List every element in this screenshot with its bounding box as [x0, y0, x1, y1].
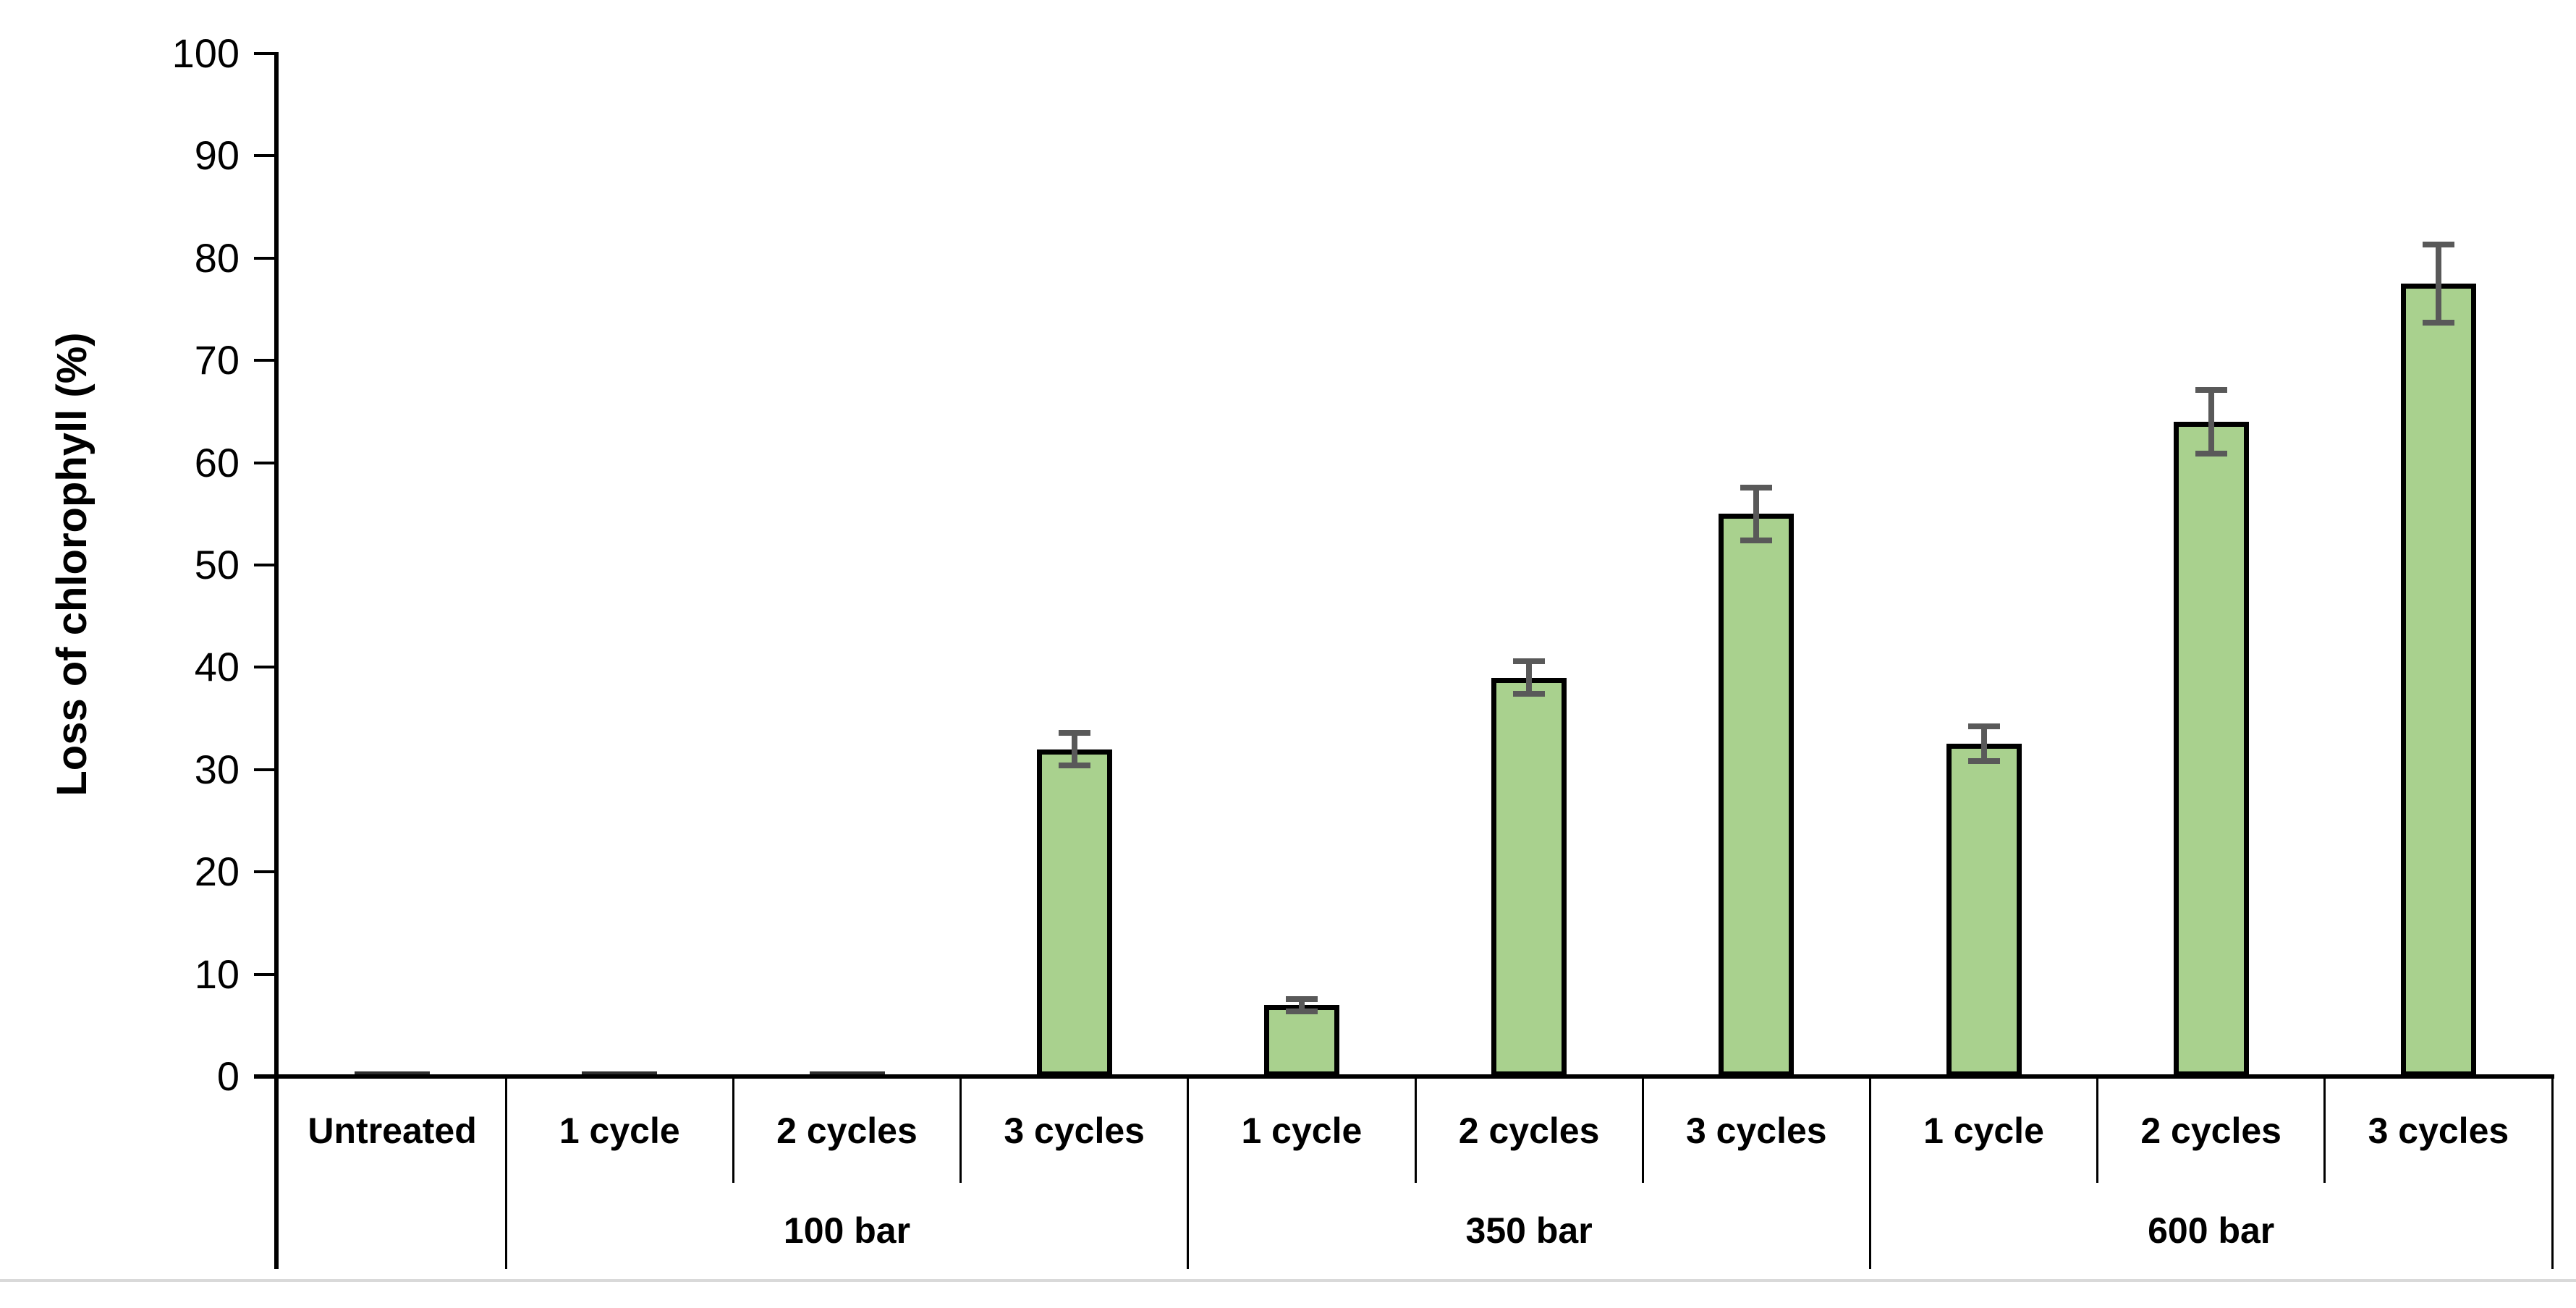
bar: [1491, 677, 1567, 1076]
bar-near-zero: [355, 1071, 431, 1076]
y-axis-line: [274, 54, 279, 1269]
category-separator: [2096, 1076, 2099, 1183]
bar: [1946, 744, 2022, 1076]
y-axis-tick: [254, 972, 279, 976]
y-axis-tick-label: 10: [194, 951, 240, 997]
error-bar-line: [1071, 732, 1077, 766]
category-label: 2 cycles: [2140, 1110, 2281, 1151]
bar-near-zero: [809, 1071, 885, 1076]
y-axis-tick: [254, 359, 279, 362]
category-group-separator: [504, 1076, 507, 1269]
category-label: 2 cycles: [776, 1110, 918, 1151]
category-separator: [1414, 1076, 1417, 1183]
error-bar-line: [1298, 998, 1305, 1011]
y-axis-tick: [254, 461, 279, 464]
y-axis-tick-label: 80: [194, 234, 240, 281]
category-group-label: 100 bar: [783, 1210, 911, 1251]
bar: [2173, 422, 2249, 1076]
y-axis-tick-label: 30: [194, 746, 240, 792]
error-bar-cap: [1967, 723, 2000, 730]
category-group-separator: [2551, 1076, 2554, 1269]
category-label: 1 cycle: [1241, 1110, 1363, 1151]
category-separator: [1641, 1076, 1644, 1183]
category-label: 1 cycle: [559, 1110, 680, 1151]
y-axis-tick: [254, 256, 279, 260]
y-axis-tick: [254, 564, 279, 566]
y-axis-tick-label: 70: [194, 337, 240, 383]
error-bar-cap: [1967, 758, 2000, 765]
error-bar-cap: [1740, 484, 1773, 490]
category-group-separator: [1187, 1076, 1190, 1269]
bar: [1263, 1005, 1339, 1076]
category-label: 2 cycles: [1458, 1110, 1600, 1151]
error-bar-line: [1526, 661, 1533, 695]
error-bar-line: [2208, 390, 2214, 454]
error-bar-cap: [1058, 763, 1090, 769]
error-bar-line: [1753, 487, 1760, 541]
error-bar-cap: [1285, 1008, 1318, 1014]
error-bar-line: [1980, 726, 1987, 762]
category-label: 3 cycles: [1004, 1110, 1145, 1151]
y-axis-tick: [254, 666, 279, 669]
y-axis-tick: [254, 154, 279, 158]
y-axis-tick-label: 0: [216, 1053, 240, 1099]
category-separator: [2323, 1076, 2326, 1183]
y-axis-tick: [254, 52, 279, 55]
y-axis-tick-label: 50: [194, 542, 240, 587]
category-separator: [959, 1076, 962, 1183]
bar: [2400, 284, 2476, 1076]
y-axis-tick-label: 20: [194, 849, 240, 895]
error-bar-cap: [1513, 691, 1546, 697]
category-label: 1 cycle: [1923, 1110, 2044, 1151]
y-axis-tick-label: 100: [171, 30, 240, 76]
error-bar-cap: [2422, 242, 2454, 248]
category-group-label: 600 bar: [2148, 1210, 2275, 1251]
error-bar-cap: [2195, 387, 2227, 394]
y-axis-tick-label: 90: [194, 132, 240, 179]
category-separator: [732, 1076, 734, 1183]
error-bar-cap: [1285, 995, 1318, 1002]
error-bar-line: [2435, 245, 2441, 323]
y-axis-tick: [254, 870, 279, 874]
bar: [1719, 514, 1795, 1076]
error-bar-cap: [2422, 319, 2454, 326]
category-label: 3 cycles: [2368, 1110, 2509, 1151]
error-bar-cap: [2195, 450, 2227, 456]
category-label: Untreated: [308, 1110, 477, 1151]
y-axis-tick-label: 60: [194, 439, 240, 485]
bottom-divider-line: [0, 1279, 2576, 1282]
x-axis-line: [254, 1074, 2554, 1079]
category-group-label: 350 bar: [1465, 1210, 1593, 1251]
bar: [1036, 749, 1112, 1076]
category-label: 3 cycles: [1685, 1110, 1827, 1151]
y-axis-tick-label: 40: [194, 644, 240, 690]
error-bar-cap: [1058, 729, 1090, 736]
error-bar-cap: [1740, 538, 1773, 544]
y-axis-tick: [254, 768, 279, 771]
bar-near-zero: [582, 1071, 658, 1076]
error-bar-cap: [1513, 658, 1546, 664]
category-group-separator: [1868, 1076, 1871, 1269]
